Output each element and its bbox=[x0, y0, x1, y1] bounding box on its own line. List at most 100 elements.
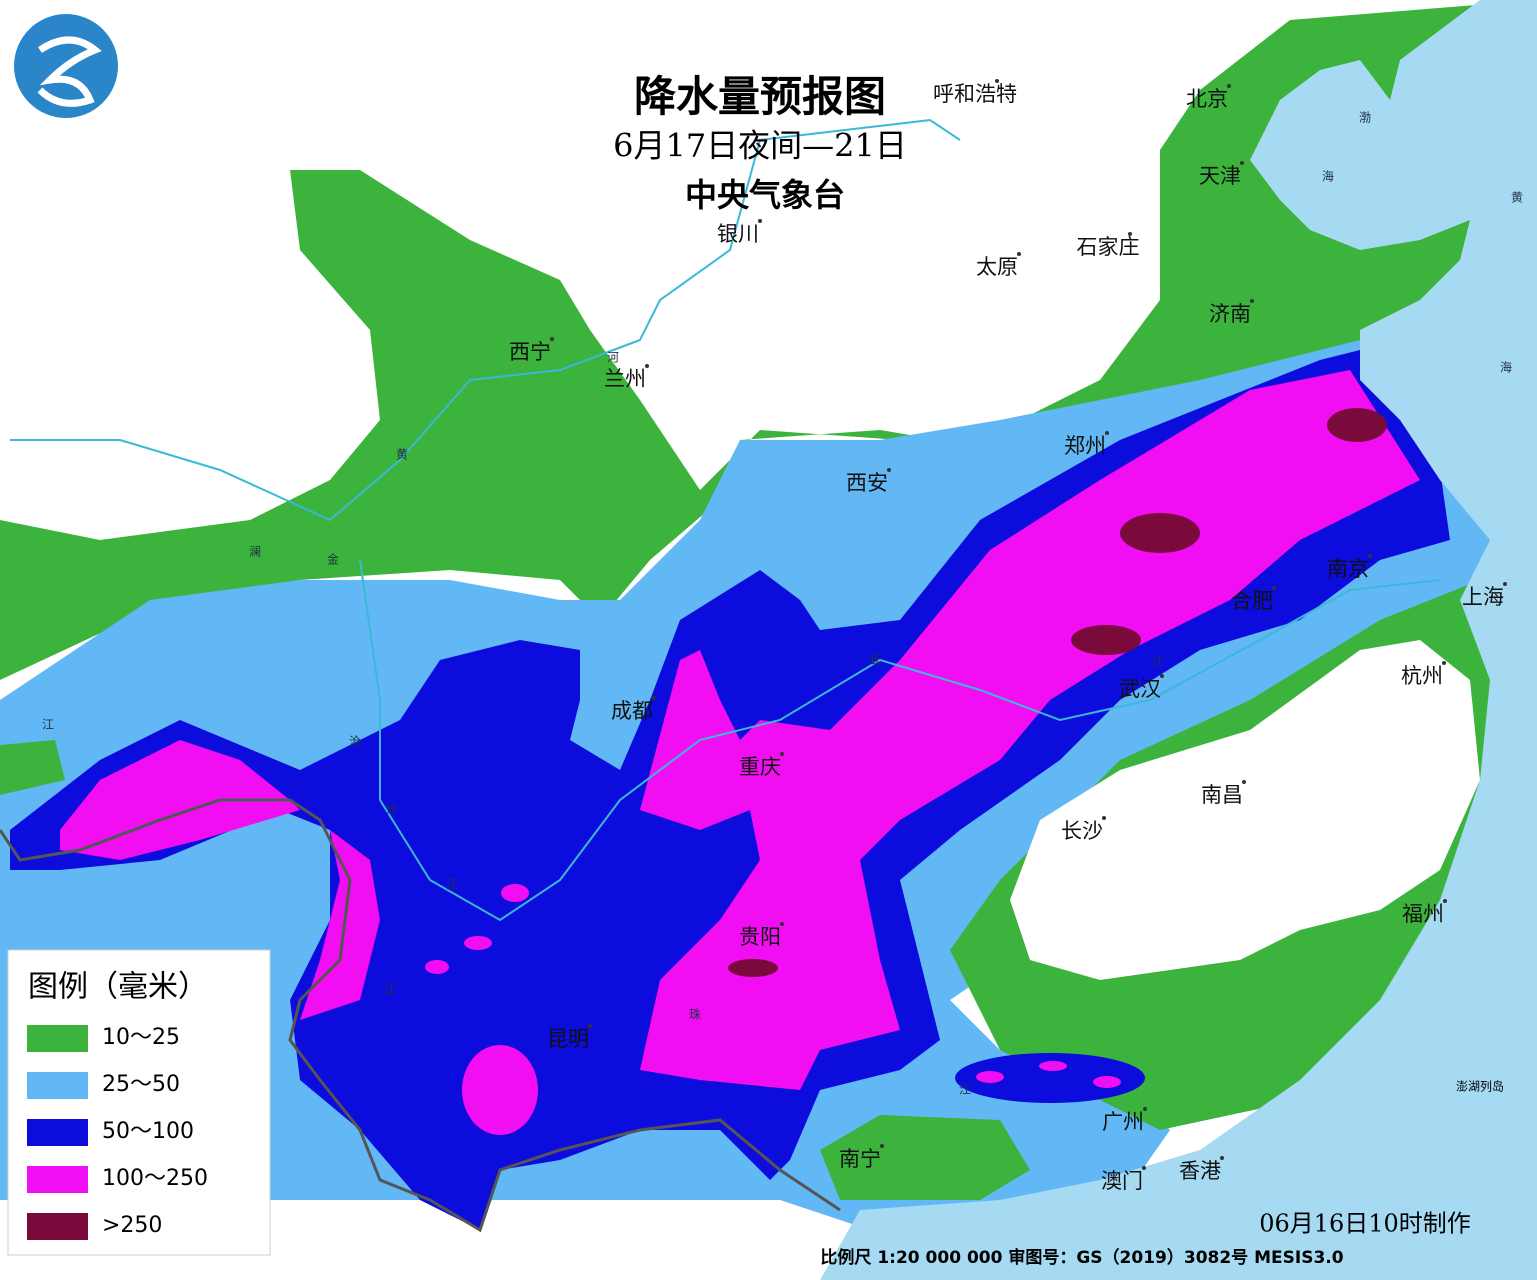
legend-label: 10～25 bbox=[102, 1025, 180, 1050]
water-label: 江 bbox=[42, 718, 54, 732]
city-label: 香港 bbox=[1179, 1159, 1221, 1183]
water-label: 河 bbox=[607, 351, 619, 365]
water-label: 黄 bbox=[396, 448, 408, 462]
city-label: 南京 bbox=[1327, 557, 1369, 581]
city-label: 西安 bbox=[846, 471, 888, 495]
water-label: 江 bbox=[959, 1083, 971, 1097]
city-dot bbox=[1017, 252, 1021, 256]
river bbox=[10, 118, 1441, 922]
city-label: 杭州 bbox=[1401, 664, 1443, 688]
city-dot bbox=[758, 219, 762, 223]
city-dot bbox=[1368, 554, 1372, 558]
logo-mark bbox=[37, 36, 102, 107]
city-dot bbox=[1220, 1156, 1224, 1160]
city-label: 南宁 bbox=[839, 1147, 881, 1171]
rain-100-250 bbox=[976, 1071, 1004, 1083]
border bbox=[0, 798, 841, 1233]
city-label: 济南 bbox=[1209, 302, 1251, 326]
subtitle: 6月17日夜间—21日 bbox=[613, 127, 907, 165]
city-dot bbox=[1443, 899, 1447, 903]
city-label: 昆明 bbox=[547, 1027, 589, 1051]
water-label: 江 bbox=[384, 983, 396, 997]
rain-100-250 bbox=[1039, 1061, 1067, 1071]
legend-title: 图例（毫米） bbox=[28, 970, 208, 1005]
city-dot bbox=[1240, 161, 1244, 165]
city-label: 郑州 bbox=[1064, 434, 1106, 458]
city-dot bbox=[1142, 1166, 1146, 1170]
rain-100-250 bbox=[462, 1045, 538, 1135]
city-dot bbox=[1102, 816, 1106, 820]
rain-10-25 bbox=[0, 0, 1537, 680]
water-label: 长 bbox=[869, 653, 881, 667]
city-dot bbox=[1160, 674, 1164, 678]
city-dot bbox=[1143, 1107, 1147, 1111]
water-label: 海 bbox=[1500, 360, 1512, 375]
city-dot bbox=[1242, 780, 1246, 784]
water-label: 珠 bbox=[689, 1008, 701, 1022]
legend-swatch bbox=[27, 1025, 88, 1052]
legend-swatch bbox=[27, 1213, 88, 1240]
city-label: 合肥 bbox=[1231, 589, 1273, 613]
legend-swatch bbox=[27, 1119, 88, 1146]
rain-over-250 bbox=[1071, 625, 1141, 655]
city-dot bbox=[1128, 232, 1132, 236]
city-dot bbox=[1105, 431, 1109, 435]
city-dot bbox=[645, 364, 649, 368]
city-dot bbox=[995, 79, 999, 83]
legend-label: 50～100 bbox=[102, 1119, 194, 1144]
city-label: 上海 bbox=[1462, 585, 1504, 609]
city-label: 福州 bbox=[1402, 902, 1444, 926]
city-label: 武汉 bbox=[1119, 677, 1161, 701]
city-label: 天津 bbox=[1199, 164, 1241, 188]
water-label: 江 bbox=[446, 878, 458, 892]
legend-label: 25～50 bbox=[102, 1072, 180, 1097]
water-label: 渤 bbox=[1359, 111, 1371, 125]
city-dot bbox=[1503, 582, 1507, 586]
city-label: 兰州 bbox=[604, 367, 646, 391]
water-label: 沙 bbox=[386, 803, 398, 817]
city-dot bbox=[780, 752, 784, 756]
rain-50-100 bbox=[955, 1053, 1145, 1103]
city-label: 呼和浩特 bbox=[933, 82, 1017, 106]
city-dot bbox=[588, 1024, 592, 1028]
legend-label: 100～250 bbox=[102, 1166, 208, 1191]
scale-note: 比例尺 1:20 000 000 审图号：GS（2019）3082号 MESIS… bbox=[820, 1247, 1343, 1268]
city-label: 石家庄 bbox=[1077, 235, 1140, 259]
water-label: 澜 bbox=[249, 545, 261, 559]
city-dot bbox=[887, 468, 891, 472]
city-dot bbox=[780, 922, 784, 926]
city-label: 西宁 bbox=[509, 340, 551, 364]
city-label: 重庆 bbox=[739, 755, 781, 779]
legend bbox=[7, 949, 271, 1256]
title: 降水量预报图 bbox=[634, 72, 886, 121]
city-label: 银川 bbox=[717, 222, 759, 246]
city-label: 成都 bbox=[611, 699, 653, 723]
place-label: 澎湖列岛 bbox=[1456, 1079, 1504, 1094]
city-label: 南昌 bbox=[1201, 783, 1243, 807]
city-dot bbox=[880, 1144, 884, 1148]
rain-over-250 bbox=[1120, 513, 1200, 553]
water-label: 江 bbox=[1152, 655, 1164, 669]
city-label: 贵阳 bbox=[739, 925, 781, 949]
city-label: 太原 bbox=[976, 255, 1018, 279]
rain-10-25 bbox=[0, 580, 1537, 1200]
rain-100-250 bbox=[1093, 1076, 1121, 1088]
rain-100-250 bbox=[501, 884, 529, 902]
rain-100-250 bbox=[60, 370, 1420, 1090]
city-dot bbox=[1227, 84, 1231, 88]
city-label: 广州 bbox=[1102, 1110, 1144, 1134]
city-label: 澳门 bbox=[1101, 1169, 1143, 1193]
legend-swatch bbox=[27, 1072, 88, 1099]
water-label: 黄 bbox=[1511, 191, 1523, 205]
rain-over-250 bbox=[728, 959, 778, 977]
city-dot bbox=[652, 696, 656, 700]
water-label: 海 bbox=[1322, 169, 1334, 184]
water-label: 沧 bbox=[349, 734, 361, 749]
issuer: 中央气象台 bbox=[685, 176, 845, 214]
rain-100-250 bbox=[464, 936, 492, 950]
legend-label: >250 bbox=[102, 1213, 162, 1238]
rain-over-250 bbox=[1327, 408, 1387, 442]
city-label: 北京 bbox=[1186, 87, 1228, 111]
city-dot bbox=[1442, 661, 1446, 665]
